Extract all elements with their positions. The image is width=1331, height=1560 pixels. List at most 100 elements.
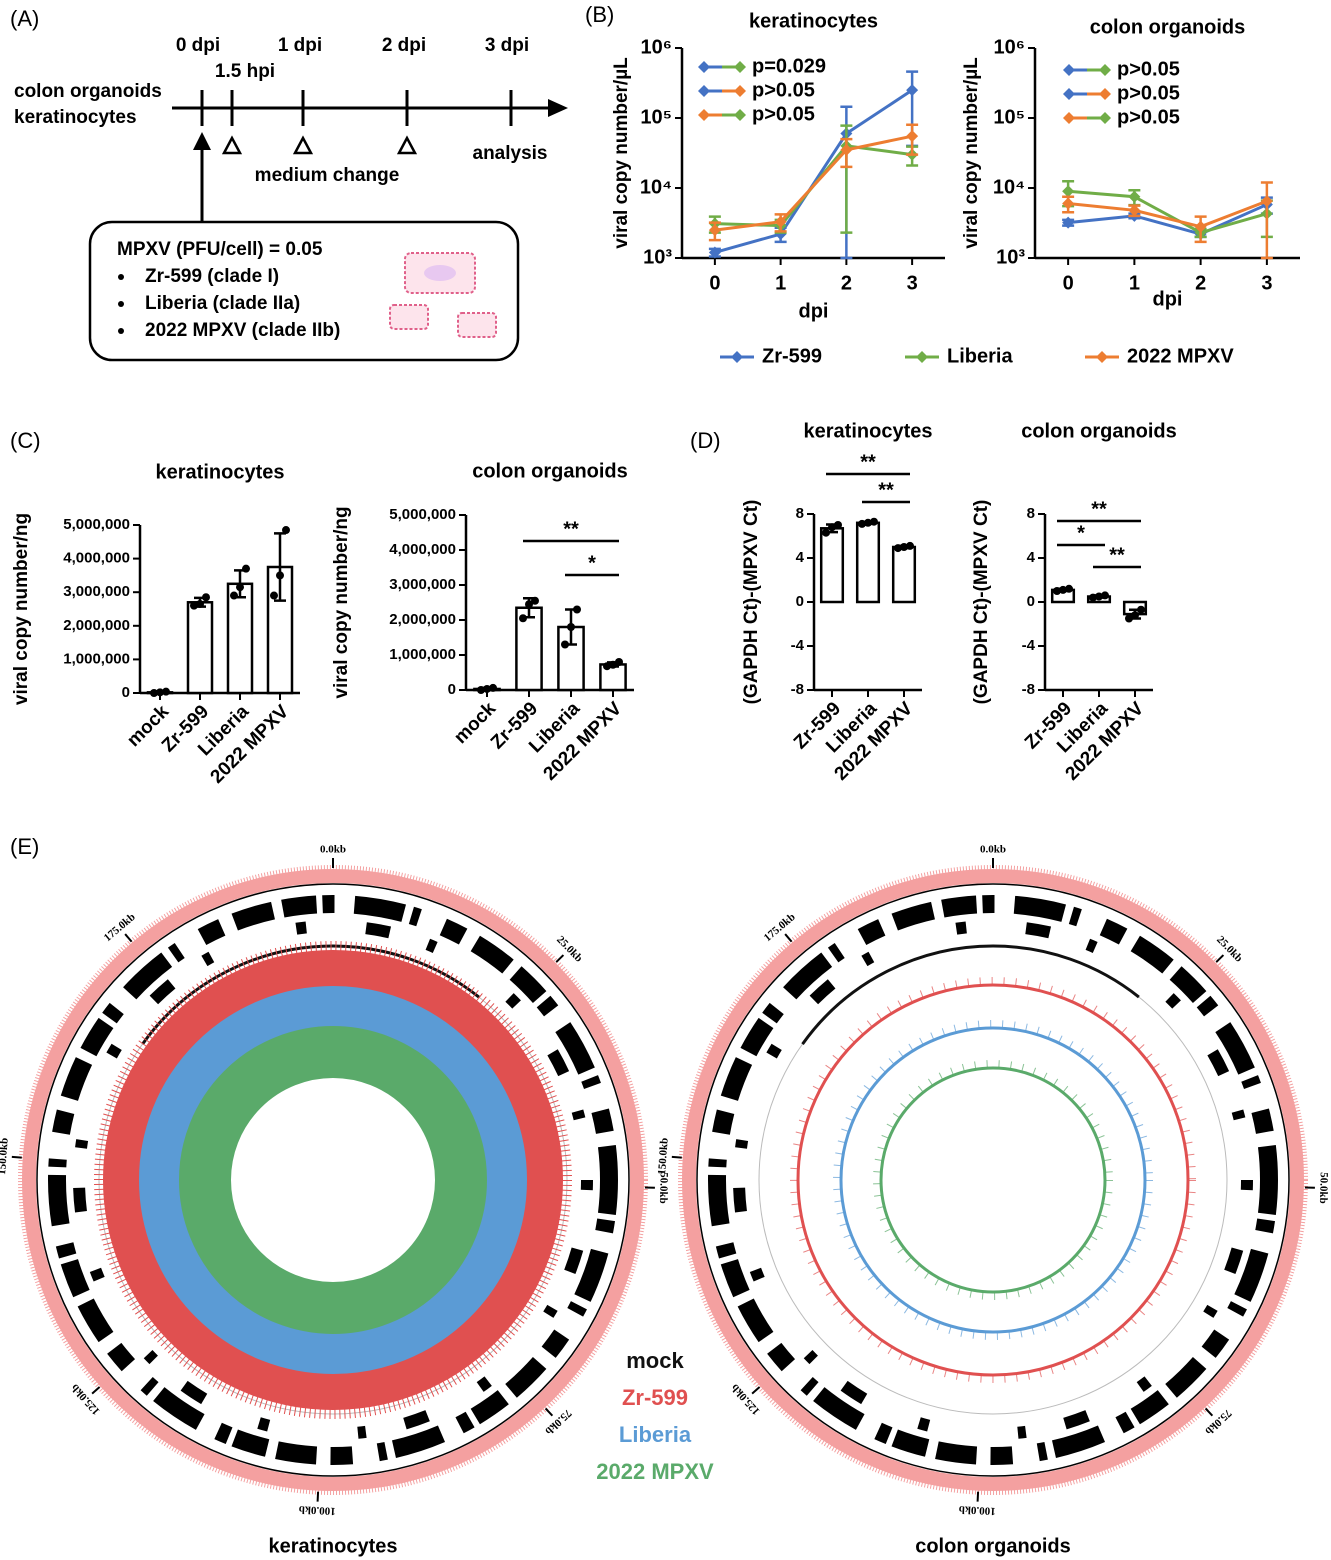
x-tick-label: 2 (841, 272, 852, 294)
coverage-ring-spikes (678, 865, 1308, 1495)
series-line (714, 134, 913, 232)
genome-tick-label: 175.0kb (102, 911, 138, 944)
data-point (1065, 584, 1073, 593)
coverage-ring-outer (682, 869, 1304, 1491)
comparison-label: p>0.05 (1117, 106, 1180, 128)
legend-label: Zr-599 (762, 345, 822, 367)
coverage-spikes (790, 977, 1196, 1383)
x-axis-label: dpi (1153, 288, 1183, 310)
genome-tick-label: 125.0kb (729, 1381, 763, 1417)
y-tick-label: 4 (1027, 549, 1036, 566)
genome-tick (124, 933, 133, 943)
gene-blocks (73, 920, 593, 1440)
genome-tick (671, 1155, 682, 1159)
cell-type: colon organoids (14, 81, 162, 102)
analysis: analysis (473, 143, 548, 164)
y-tick-label: 3,000,000 (389, 576, 456, 593)
point (1062, 197, 1075, 210)
y-tick-label: 0 (796, 593, 804, 610)
strain: 2022 MPXV (clade IIb) (145, 320, 340, 341)
comparison-label: p>0.05 (752, 79, 815, 101)
genome-tick-label: 125.0kb (69, 1381, 103, 1417)
significance-label: ** (878, 479, 894, 501)
x-tick-label: 2 (1195, 272, 1206, 294)
y-tick-label: 10⁴ (993, 176, 1025, 198)
data-point (561, 640, 569, 649)
data-point (242, 564, 250, 573)
comparison-marker (698, 61, 710, 73)
data-point (858, 519, 866, 528)
data-point (615, 658, 623, 666)
genome-circle (36, 883, 630, 1477)
mock-coverage (97, 944, 569, 1416)
comparison-label: p>0.05 (752, 103, 815, 125)
legend-label: mock (626, 1348, 684, 1373)
genome-tick-label: 100.0kb (298, 1503, 336, 1517)
coverage-track (796, 983, 1190, 1377)
mock-track (758, 945, 1228, 1415)
legend-marker (916, 351, 928, 363)
coverage-track (879, 1066, 1107, 1294)
data-point (834, 521, 842, 529)
genome-tick-label: 100.0kb (958, 1503, 996, 1517)
data-point (1089, 593, 1097, 602)
y-axis-label: (GAPDH Ct)-(MPXV Ct) (971, 500, 992, 705)
y-tick-label: 5,000,000 (389, 506, 456, 523)
significance-label: * (1077, 522, 1085, 544)
time-label: 0 dpi (176, 35, 220, 56)
chart-title: keratinocytes (749, 10, 878, 32)
medium-change-marker (221, 135, 243, 155)
y-axis-label: viral copy number/µL (611, 57, 632, 249)
genome-tick (555, 954, 565, 963)
comparison-marker (698, 85, 710, 97)
data-point (162, 687, 170, 696)
data-point (573, 605, 581, 614)
comparison-marker (1099, 88, 1111, 100)
genome-tick-label: 150.0kb (0, 1137, 11, 1175)
legend-label: Zr-599 (622, 1385, 688, 1410)
point (906, 130, 919, 143)
medium-change: medium change (255, 165, 400, 186)
timeline: colon organoids keratinocytes 0 dpi 1 dp… (14, 35, 568, 362)
y-axis-label: viral copy number/ng (331, 506, 352, 698)
data-point (900, 543, 908, 551)
data-point (519, 614, 527, 623)
y-tick-label: 5,000,000 (63, 516, 130, 533)
data-point (483, 684, 491, 693)
coverage-track (839, 1026, 1147, 1334)
x-tick-label: 3 (907, 272, 918, 294)
data-point (230, 591, 238, 600)
data-point (864, 518, 872, 527)
comparison-marker (1099, 112, 1111, 124)
error-bar (1260, 181, 1273, 260)
genome-tick (751, 1386, 761, 1395)
y-tick-label: 10⁵ (640, 106, 672, 128)
y-tick-label: -8 (1022, 681, 1035, 698)
significance-label: ** (1109, 544, 1125, 566)
data-point (489, 683, 497, 692)
x-tick-label: 0 (1063, 272, 1074, 294)
comparison-marker (1063, 112, 1075, 124)
genome-tick-label: 50.0kb (1317, 1172, 1330, 1204)
y-tick-label: 10⁴ (640, 176, 672, 198)
data-point (477, 686, 485, 694)
circos-title: keratinocytes (269, 1535, 398, 1557)
comparison-marker (1063, 88, 1075, 100)
legend-marker (1096, 351, 1108, 363)
genome-tick (784, 933, 793, 943)
data-point (894, 544, 902, 553)
x-tick-label: 1 (775, 272, 786, 294)
y-tick-label: -8 (791, 681, 804, 698)
panel-label: (C) (10, 428, 41, 453)
data-point (1101, 591, 1109, 600)
chart-title: colon organoids (1090, 16, 1246, 38)
medium-change-marker (396, 135, 418, 155)
data-point (906, 541, 914, 550)
point (840, 143, 853, 156)
y-tick-label: 0 (1027, 593, 1035, 610)
data-point (1131, 611, 1139, 620)
cell-icon (389, 304, 429, 330)
genome-tick (91, 1386, 101, 1395)
bar (819, 527, 845, 604)
y-tick-label: -4 (791, 637, 805, 654)
